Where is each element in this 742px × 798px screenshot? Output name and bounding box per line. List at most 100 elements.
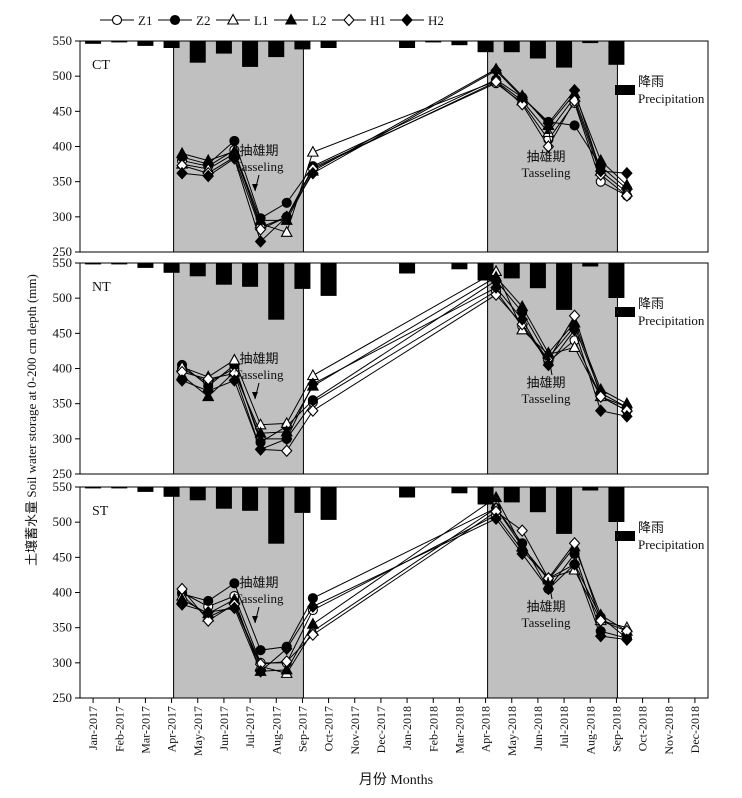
precipitation-legend-swatch [615, 531, 635, 541]
y-tick-label: 400 [53, 139, 73, 154]
data-point-h2 [254, 443, 267, 456]
x-tick-label: Nov-2018 [662, 706, 676, 755]
precipitation-bar [399, 41, 416, 48]
precipitation-bar [608, 263, 625, 298]
tasseling-label-en: Tasseling [522, 391, 571, 406]
precipitation-bar [294, 263, 311, 289]
precipitation-bar [399, 487, 416, 498]
precipitation-bar [215, 487, 232, 509]
precipitation-bar [163, 263, 180, 273]
y-tick-label: 350 [53, 174, 73, 189]
data-point-h2 [594, 629, 607, 643]
data-point-h2 [568, 558, 581, 571]
tasseling-label-en: Tasseling [522, 165, 571, 180]
panels: 250300350400450500550CT抽雄期Tasseling抽雄期Ta… [53, 33, 709, 705]
x-tick-label: Mar-2017 [138, 706, 152, 754]
precipitation-legend-en: Precipitation [638, 91, 705, 106]
data-point-h1 [621, 189, 633, 203]
series-line-z2 [181, 507, 628, 651]
tasseling-label-cn: 抽雄期 [526, 149, 565, 164]
precipitation-bar [399, 263, 416, 274]
data-point-z2 [281, 197, 292, 208]
legend-marker-h1 [343, 13, 355, 27]
data-point-h2 [254, 664, 267, 678]
panel-label: CT [92, 58, 110, 73]
precipitation-bar [85, 41, 102, 44]
data-point-h2 [568, 323, 581, 337]
data-point-h1 [280, 444, 293, 458]
x-tick-label: Jul-2017 [243, 706, 257, 748]
x-tick-label: May-2017 [191, 706, 205, 756]
y-tick-label: 400 [53, 585, 73, 600]
y-tick-label: 350 [53, 396, 73, 411]
y-tick-label: 300 [53, 209, 73, 224]
precipitation-bar [294, 487, 311, 513]
data-point-h2 [490, 281, 502, 294]
precipitation-bar [85, 487, 102, 489]
precipitation-bar [451, 41, 468, 46]
tasseling-label-en: Tasseling [522, 615, 571, 630]
data-point-h1 [568, 309, 581, 323]
precipitation-bar [529, 41, 546, 59]
precipitation-bar [268, 263, 285, 320]
precipitation-legend-swatch [615, 85, 635, 95]
precipitation-bar [111, 263, 128, 265]
data-point-z2 [203, 595, 214, 606]
tasseling-arrowhead [545, 353, 551, 360]
y-tick-label: 500 [53, 290, 73, 305]
x-axis-label: 月份 Months [359, 772, 433, 788]
x-tick-label: Oct-2018 [636, 706, 650, 751]
data-point-h2 [307, 377, 319, 391]
data-point-h2 [176, 374, 188, 387]
precipitation-legend-cn: 降雨 [638, 520, 664, 535]
x-tick-label: Sep-2018 [609, 706, 623, 752]
data-point-h1 [307, 404, 319, 418]
precipitation-bar [85, 263, 102, 265]
series-line-z2 [181, 79, 628, 219]
x-tick-label: Feb-2017 [112, 706, 126, 752]
x-tick-label: Aug-2018 [583, 706, 597, 755]
y-tick-label: 250 [53, 244, 73, 259]
y-tick-label: 550 [53, 479, 73, 494]
precipitation-bar [189, 487, 206, 501]
tasseling-arrowhead [545, 577, 551, 584]
legend-label-z1: Z1 [138, 13, 152, 28]
tasseling-arrowhead [252, 392, 258, 399]
precipitation-bar [556, 41, 573, 68]
data-point-l2 [620, 178, 634, 190]
y-tick-label: 500 [53, 514, 73, 529]
precipitation-bar [189, 41, 206, 63]
y-tick-label: 450 [53, 103, 73, 118]
precipitation-bar [320, 41, 337, 48]
precipitation-bar [608, 487, 625, 522]
data-point-h1 [568, 536, 581, 550]
precipitation-bar [320, 487, 337, 520]
legend-label-h1: H1 [370, 13, 386, 28]
precipitation-legend-cn: 降雨 [638, 296, 664, 311]
legend-label-l2: L2 [312, 13, 326, 28]
precipitation-bar [268, 41, 285, 58]
data-point-h2 [228, 152, 241, 165]
y-tick-label: 450 [53, 325, 73, 340]
precipitation-bar [451, 487, 468, 494]
x-tick-label: Jul-2018 [557, 706, 571, 748]
x-tick-label: Nov-2017 [348, 706, 362, 755]
precipitation-bar [163, 487, 180, 497]
y-axis-label: 土壤蓄水量 Soil water storage at 0-200 cm dep… [24, 274, 39, 566]
tasseling-label-cn: 抽雄期 [239, 351, 278, 366]
data-point-h2 [176, 166, 188, 180]
precipitation-bar [503, 263, 520, 279]
x-axis-tick-labels: Jan-2017 Feb-2017 Mar-2017 Apr-2017 May-2017… [86, 698, 702, 756]
y-tick-label: 400 [53, 361, 73, 376]
y-tick-label: 500 [53, 68, 73, 83]
data-point-l2 [175, 146, 189, 159]
x-tick-label: Mar-2018 [452, 706, 466, 754]
precipitation-bar [189, 263, 206, 277]
data-point-z2 [229, 135, 240, 146]
data-point-h1 [280, 655, 293, 668]
data-point-h2 [202, 384, 214, 398]
data-point-h2 [307, 600, 319, 613]
x-tick-label: Dec-2018 [688, 706, 702, 753]
data-point-l1 [568, 340, 581, 352]
x-tick-label: Dec-2017 [374, 706, 388, 753]
